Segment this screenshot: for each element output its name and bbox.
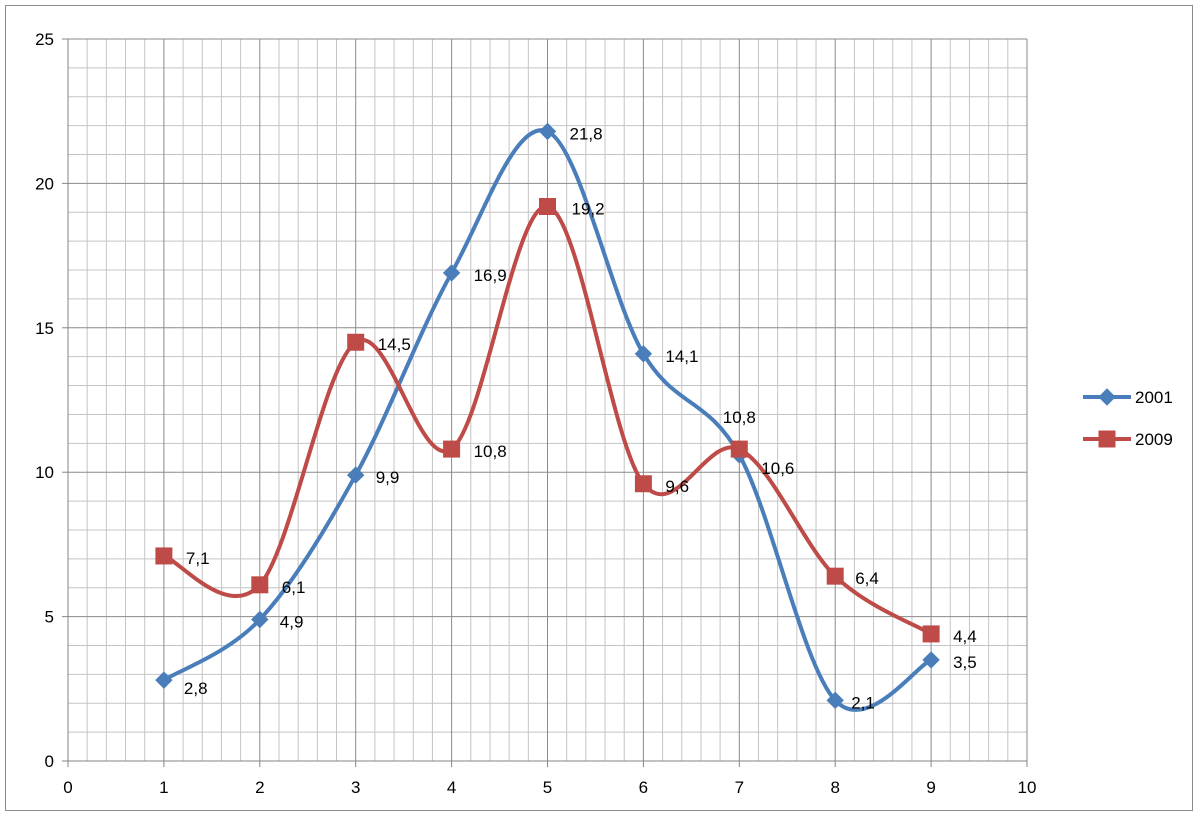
y-tick-label: 10	[35, 463, 54, 482]
series-2009-data-label: 7,1	[186, 549, 210, 568]
x-tick-label: 2	[255, 778, 264, 797]
series-2001-point	[826, 691, 844, 710]
series-2001-data-label: 16,9	[474, 266, 507, 285]
series-2001-data-label: 10,6	[761, 459, 794, 478]
x-tick-label: 6	[639, 778, 648, 797]
series-2009-point	[251, 576, 269, 594]
x-tick-label: 0	[63, 778, 72, 797]
x-tick-label: 10	[1018, 778, 1037, 797]
x-tick-label: 5	[543, 778, 552, 797]
x-tick-label: 8	[830, 778, 839, 797]
series-2001-point	[251, 610, 269, 629]
legend-item-2001-marker	[1098, 388, 1116, 406]
series-2009-point	[155, 547, 173, 565]
series-2009-data-label: 10,8	[474, 442, 507, 461]
legend-item-2009-marker	[1098, 430, 1116, 448]
series-2001-line	[162, 128, 933, 712]
x-tick-label: 9	[926, 778, 935, 797]
series-2001-point	[346, 466, 365, 484]
series-2001-data-label: 14,1	[665, 347, 698, 366]
y-tick-label: 0	[45, 752, 54, 771]
grid	[67, 38, 1028, 762]
y-tick-label: 15	[35, 319, 54, 338]
series-2001-data-label: 3,5	[953, 653, 977, 672]
x-tick-label: 1	[159, 778, 168, 797]
series-2009-data-label: 19,2	[572, 200, 605, 219]
series-2001-data-label: 4,9	[280, 612, 304, 631]
y-tick-label: 25	[35, 30, 54, 49]
series-2001-data-label: 21,8	[570, 124, 603, 143]
y-tick-label: 5	[45, 608, 54, 627]
series-2009-point	[730, 440, 748, 458]
series-2009-point	[922, 625, 940, 643]
series-2009-point	[634, 475, 652, 493]
data-labels: 2,8 4,9 9,9 16,9 21,8 14,1 10,6 2,1 3,5 7,1 6,1 14,…	[184, 124, 977, 712]
line-chart: 0 1 2 3 4 5 6 7 8 9 10 0 5 10 15 20 25 2,8 4,9 9,9 16,9 21,8…	[35, 30, 1173, 797]
series-2001-point	[155, 671, 173, 689]
series-2001-data-label: 2,1	[851, 693, 875, 712]
series-2009-point	[443, 440, 461, 458]
series-2001-point	[922, 651, 940, 669]
series-2009-data-label: 6,1	[282, 578, 306, 597]
legend-item-2009-label: 2009	[1135, 430, 1173, 449]
x-tick-label: 4	[447, 778, 456, 797]
axes: 0 1 2 3 4 5 6 7 8 9 10 0 5 10 15 20 25	[35, 30, 1036, 797]
series-2001-point	[442, 264, 461, 282]
x-tick-label: 7	[735, 778, 744, 797]
series-2009-line	[163, 204, 933, 636]
series-2001-data-label: 9,9	[376, 468, 400, 487]
legend: 2001 2009	[1083, 388, 1173, 449]
series-2009-point	[347, 333, 365, 351]
chart-area: 0 1 2 3 4 5 6 7 8 9 10 0 5 10 15 20 25 2,8 4,9 9,9 16,9 21,8…	[5, 5, 1193, 811]
x-tick-label: 3	[351, 778, 360, 797]
legend-item-2001-label: 2001	[1135, 388, 1173, 407]
series-2009-data-label: 4,4	[953, 627, 977, 646]
series-2001-point	[538, 122, 557, 141]
series	[155, 122, 940, 712]
y-tick-label: 20	[35, 174, 54, 193]
series-2009-data-label: 9,6	[665, 477, 689, 496]
series-2001-point	[634, 345, 653, 363]
series-2009-point	[826, 567, 844, 585]
series-2001-data-label: 2,8	[184, 679, 208, 698]
series-2009-point	[539, 198, 556, 216]
series-2009-data-label: 14,5	[378, 335, 411, 354]
series-2009-data-label: 6,4	[855, 569, 879, 588]
series-2009-data-label: 10,8	[723, 408, 756, 427]
